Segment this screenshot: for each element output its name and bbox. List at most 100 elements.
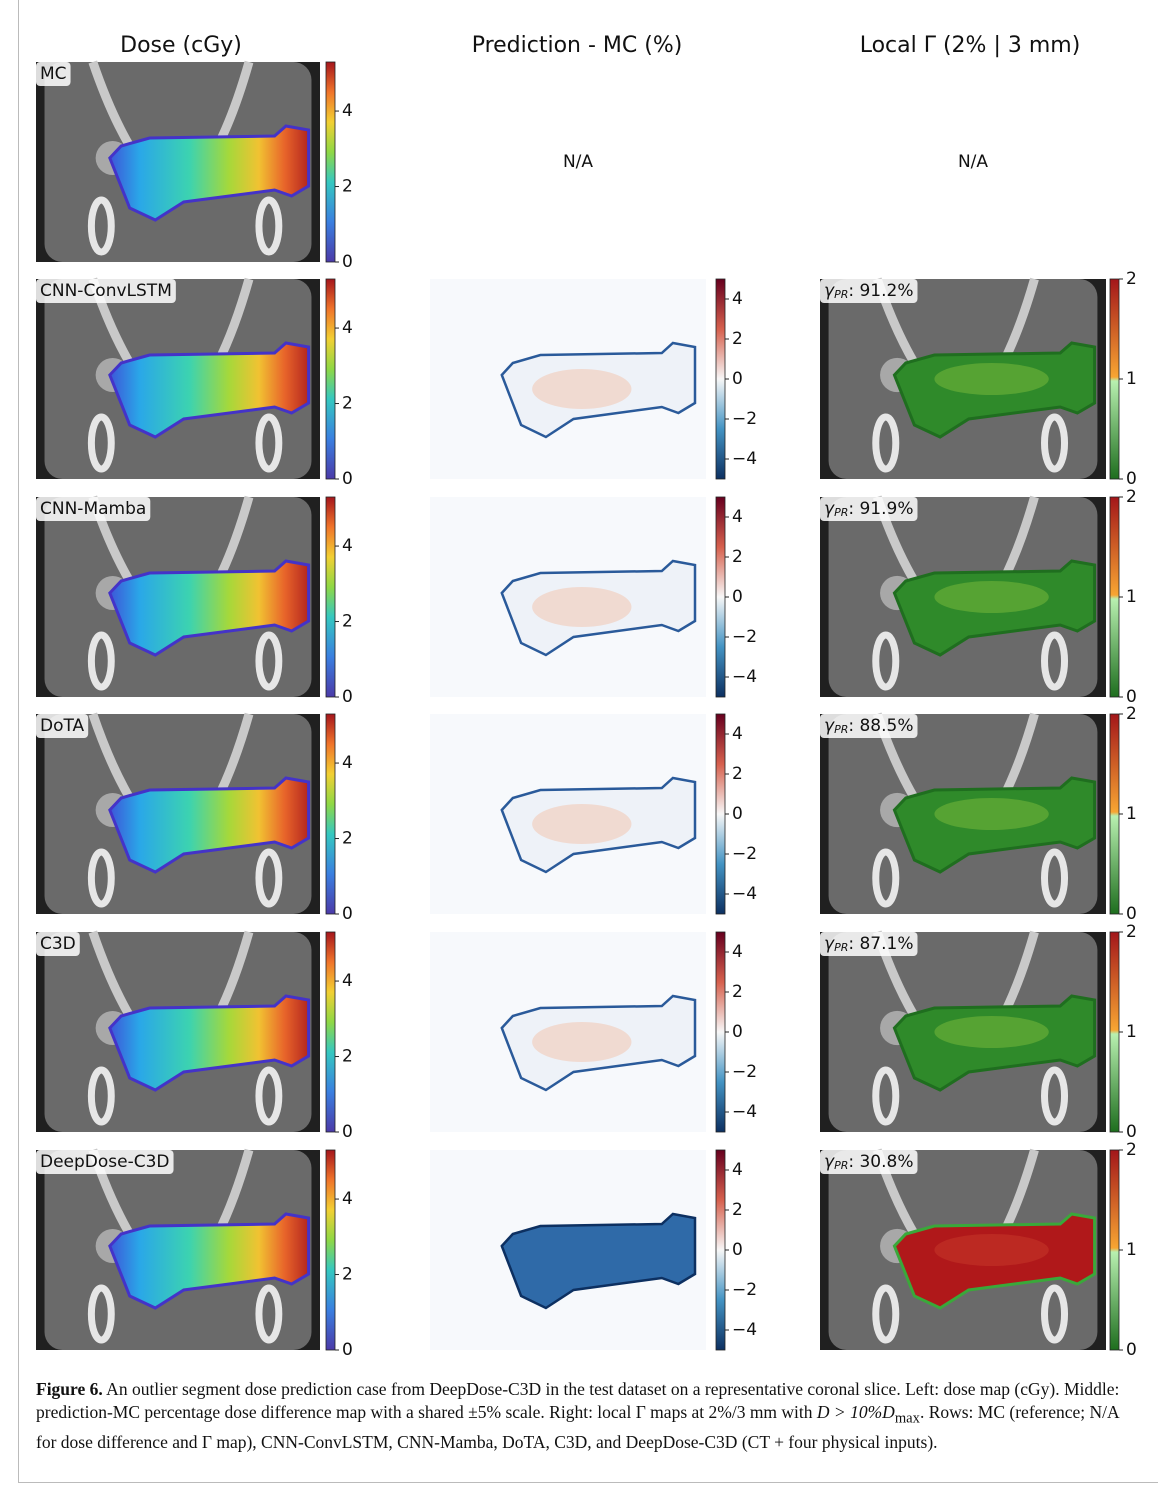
colorbar-tick-label: −4 (732, 1320, 757, 1340)
caption-text: An outlier segment dose prediction case … (36, 1379, 1120, 1422)
ct-bone (1041, 413, 1069, 473)
colorbar-tick-label: 2 (732, 764, 743, 784)
colorbar-tick-label: 2 (1126, 269, 1137, 289)
panel-label: γPR: 91.2% (824, 281, 913, 301)
colorbar (1109, 278, 1120, 480)
colorbar-tick-label: 0 (1126, 904, 1137, 924)
frame-line (18, 1482, 1158, 1483)
colorbar (325, 713, 336, 915)
colorbar-tick-label: 4 (342, 753, 353, 773)
caption-subscript: max (894, 1410, 920, 1427)
gamma-pass-rate: : 87.1% (848, 934, 913, 954)
colorbar-tick-label: 2 (1126, 922, 1137, 942)
panel-label: γPR: 88.5% (824, 716, 913, 736)
panel-label: CNN-Mamba (40, 499, 146, 519)
colorbar-tick-label: 0 (342, 904, 353, 924)
colorbar-tick-label: 2 (342, 177, 353, 197)
colorbar (1109, 931, 1120, 1133)
ct-bone (1041, 1066, 1069, 1126)
ct-bone (872, 631, 900, 691)
gamma-symbol: γ (824, 934, 835, 954)
column-header: Local Γ (2% | 3 mm) (860, 33, 1081, 58)
panel-label: γPR: 91.9% (824, 499, 913, 519)
not-available: N/A (958, 152, 988, 172)
ct-bone (87, 631, 115, 691)
gamma-pass-rate: : 91.2% (848, 281, 913, 301)
colorbar-tick-label: 4 (732, 1160, 743, 1180)
gamma-pattern (934, 1234, 1049, 1266)
gamma-pattern (934, 798, 1049, 830)
colorbar-tick-label: 0 (342, 687, 353, 707)
colorbar-tick-label: 2 (732, 329, 743, 349)
dose-region (108, 1212, 311, 1310)
colorbar-tick-label: −2 (732, 844, 757, 864)
colorbar (325, 1149, 336, 1351)
colorbar-tick-label: 0 (1126, 1340, 1137, 1360)
label-box (820, 932, 918, 956)
colorbar-tick-label: 0 (342, 1122, 353, 1142)
colorbar-tick-label: 2 (342, 612, 353, 632)
colorbar-tick-label: −4 (732, 1102, 757, 1122)
panel-label: γPR: 30.8% (824, 1152, 913, 1172)
figure: Dose (cGy) Prediction - MC (%) Local Γ (… (36, 33, 1137, 1360)
ct-bone (1041, 631, 1069, 691)
ct-bone (88, 930, 134, 1019)
colorbar-tick-label: 2 (732, 547, 743, 567)
colorbar-tick-label: 1 (1126, 804, 1137, 824)
colorbar (715, 1149, 726, 1351)
colorbar-tick-label: 2 (342, 394, 353, 414)
ct-bone (872, 1066, 900, 1126)
colorbar-tick-label: 0 (342, 252, 353, 272)
colorbar-tick-label: 2 (342, 1265, 353, 1285)
difference-pattern (532, 587, 632, 627)
ct-bone (1041, 1284, 1069, 1344)
ct-bone (872, 1284, 900, 1344)
panel-label: DoTA (40, 716, 85, 736)
colorbar-tick-label: 4 (732, 942, 743, 962)
colorbar-tick-label: −2 (732, 409, 757, 429)
dose-region (108, 124, 311, 222)
panel-label: MC (40, 64, 67, 84)
colorbar-tick-label: 0 (342, 1340, 353, 1360)
ct-bone (255, 1066, 283, 1126)
colorbar (325, 61, 336, 263)
gamma-pattern (934, 581, 1049, 613)
label-box (36, 714, 89, 738)
colorbar-tick-label: 2 (1126, 1140, 1137, 1160)
colorbar (325, 278, 336, 480)
panel-label: γPR: 87.1% (824, 934, 913, 954)
colorbar-tick-label: −4 (732, 667, 757, 687)
colorbar-tick-label: 0 (1126, 469, 1137, 489)
gamma-pass-rate: : 30.8% (848, 1152, 913, 1172)
panel-label: CNN-ConvLSTM (40, 281, 172, 301)
ct-bone (88, 712, 134, 801)
colorbar-tick-label: 4 (732, 507, 743, 527)
colorbar (1109, 713, 1120, 915)
gamma-subscript: PR (834, 1159, 848, 1172)
colorbar-tick-label: −2 (732, 1280, 757, 1300)
gamma-symbol: γ (824, 1152, 835, 1172)
difference-pattern (532, 804, 632, 844)
ct-bone (1041, 848, 1069, 908)
panel-label: C3D (40, 934, 76, 954)
ct-bone (872, 848, 900, 908)
gamma-symbol: γ (824, 281, 835, 301)
frame-line (18, 0, 19, 1482)
colorbar-tick-label: 2 (342, 1047, 353, 1067)
colorbar-tick-label: 4 (732, 289, 743, 309)
label-box (820, 497, 918, 521)
ct-bone (87, 196, 115, 256)
ct-bone (255, 848, 283, 908)
gamma-pattern (934, 1016, 1049, 1048)
colorbar-tick-label: 2 (732, 1200, 743, 1220)
difference-region (500, 1212, 697, 1310)
column-header: Dose (cGy) (120, 33, 242, 58)
label-box (36, 62, 71, 86)
colorbar-tick-label: −4 (732, 449, 757, 469)
ct-bone (88, 60, 134, 149)
colorbar-tick-label: 4 (342, 318, 353, 338)
ct-bone (255, 1284, 283, 1344)
gamma-pass-rate: : 88.5% (848, 716, 913, 736)
dose-region (108, 559, 311, 657)
